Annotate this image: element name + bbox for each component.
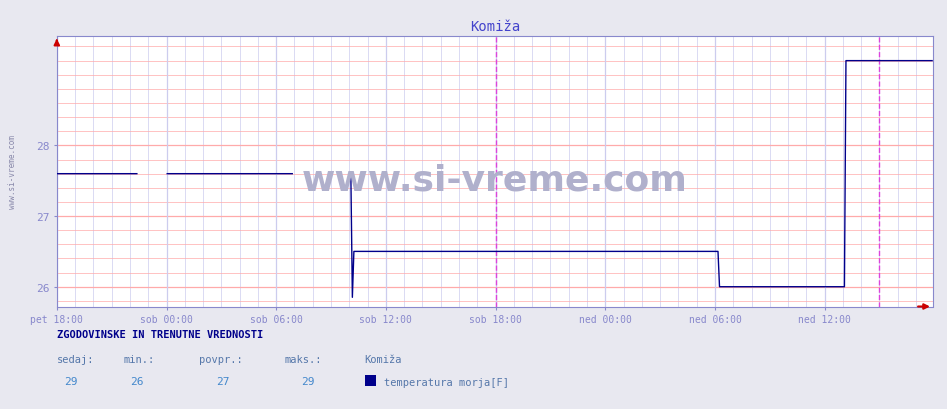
Text: min.:: min.: — [123, 354, 154, 364]
Text: 26: 26 — [131, 376, 144, 387]
Text: ZGODOVINSKE IN TRENUTNE VREDNOSTI: ZGODOVINSKE IN TRENUTNE VREDNOSTI — [57, 329, 263, 339]
Text: temperatura morja[F]: temperatura morja[F] — [384, 377, 509, 387]
Text: 27: 27 — [216, 376, 229, 387]
Text: sedaj:: sedaj: — [57, 354, 95, 364]
Text: Komiža: Komiža — [365, 354, 402, 364]
Text: 29: 29 — [301, 376, 314, 387]
Text: povpr.:: povpr.: — [199, 354, 242, 364]
Text: www.si-vreme.com: www.si-vreme.com — [302, 163, 688, 197]
Text: www.si-vreme.com: www.si-vreme.com — [8, 135, 17, 209]
Title: Komiža: Komiža — [470, 20, 520, 34]
Text: maks.:: maks.: — [284, 354, 322, 364]
Text: 29: 29 — [64, 376, 78, 387]
